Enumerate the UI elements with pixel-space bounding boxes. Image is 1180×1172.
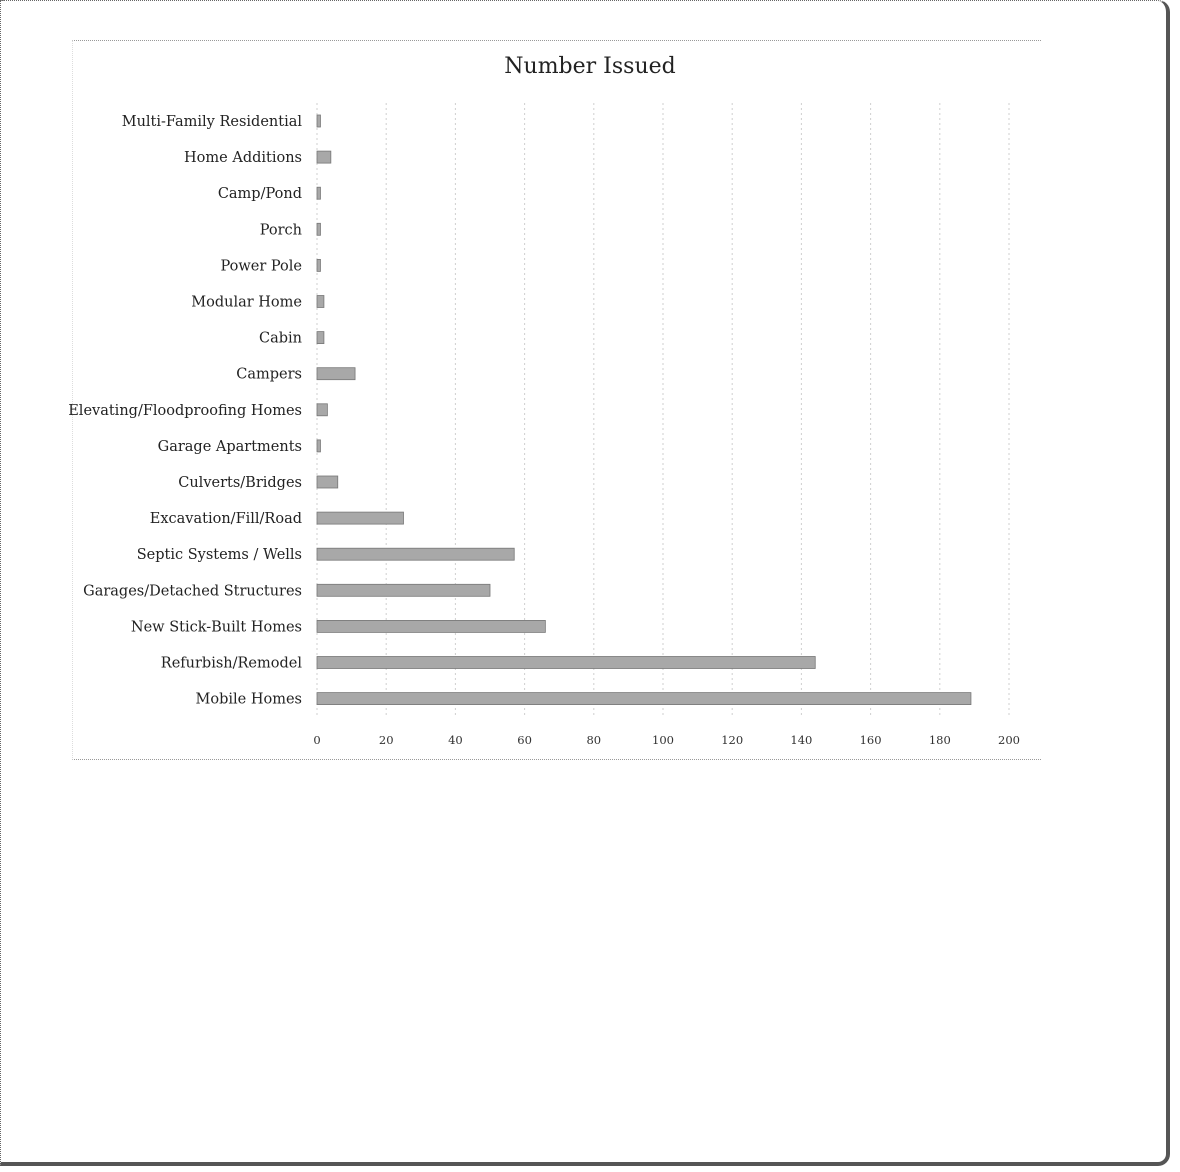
category-label: Refurbish/Remodel [161,656,303,672]
category-label: Garages/Detached Structures [83,583,302,599]
category-label: Camp/Pond [218,186,302,202]
chart-title: Number Issued [504,54,676,79]
x-tick-label: 40 [448,733,463,747]
x-tick-label: 0 [313,733,320,747]
category-labels: Multi-Family Residential Home Additions Ca… [68,114,302,708]
category-label: Excavation/Fill/Road [150,511,302,527]
x-tick-label: 180 [929,733,951,747]
category-label: Mobile Homes [196,692,302,708]
category-label: Porch [260,222,302,238]
bar [316,511,404,525]
bar [316,114,321,128]
bar [316,475,339,489]
category-label: Multi-Family Residential [122,114,303,130]
category-label: Modular Home [191,295,302,311]
chart-area [72,40,1041,760]
bar [316,150,332,164]
x-tick-label: 100 [652,733,674,747]
category-label: Campers [236,367,302,383]
category-label: Power Pole [220,258,302,274]
category-label: Garage Apartments [158,439,302,455]
x-tick-label: 80 [586,733,601,747]
bar-chart: Multi-Family Residential Home Additions Ca… [68,103,1020,747]
bar [316,295,325,308]
bar [316,222,321,236]
category-label: Home Additions [184,150,302,166]
bar [316,258,321,272]
category-label: Cabin [259,331,302,347]
category-label: Septic Systems / Wells [137,547,302,563]
bar [316,656,816,669]
x-tick-label: 60 [517,733,532,747]
category-label: Culverts/Bridges [178,475,302,491]
bar [316,186,321,200]
bar [316,367,356,381]
bar [316,403,328,417]
x-tick-label: 20 [379,733,394,747]
x-tick-label: 120 [721,733,743,747]
x-tick-label: 140 [790,733,812,747]
bar [316,620,546,633]
x-tick-label: 200 [998,733,1020,747]
x-axis-ticks: 0 20 40 60 80 100 120 140 160 180 200 [313,733,1020,747]
x-tick-label: 160 [860,733,882,747]
category-label: New Stick-Built Homes [131,619,302,635]
bar [316,331,325,345]
bars-layer [316,114,972,705]
bar [316,692,972,705]
bar [316,583,491,597]
bar [316,547,515,561]
bar [316,439,321,453]
category-label: Elevating/Floodproofing Homes [68,403,302,419]
